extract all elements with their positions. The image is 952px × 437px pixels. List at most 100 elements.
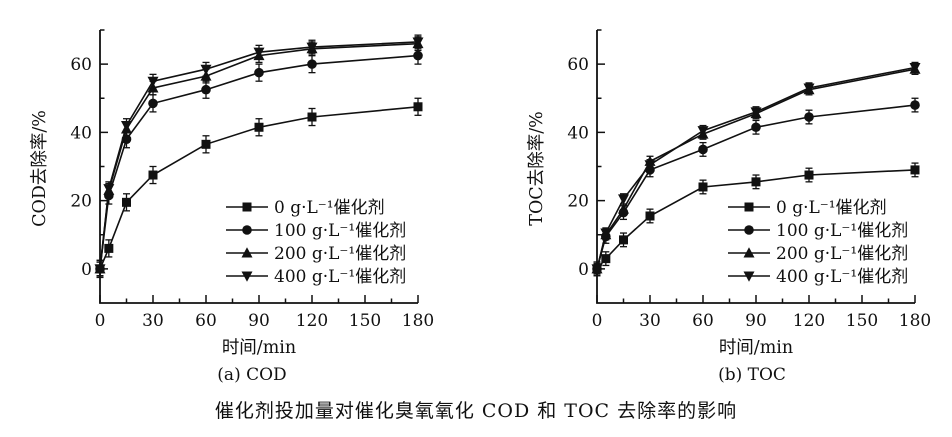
data-point-marker (804, 170, 814, 180)
data-point-marker (254, 122, 264, 132)
data-point-marker (412, 37, 424, 48)
panel-caption-cod: (a) COD (217, 365, 287, 385)
legend-marker (743, 271, 755, 282)
chart-panel-toc: 0 30 60 90 120 150 180 0 20 40 60 时间/min TOC去除率/% 0 g… (476, 0, 952, 390)
y-tick-label: 40 (70, 123, 92, 143)
data-point-marker (254, 67, 264, 78)
data-point-marker (147, 76, 159, 87)
x-tick-label: 60 (692, 311, 714, 331)
data-point-marker (201, 84, 211, 95)
legend: 0 g·L⁻¹催化剂 100 g·L⁻¹催化剂 200 g·L⁻¹催化剂 400 g·… (226, 198, 406, 287)
y-tick-label: 60 (70, 55, 92, 75)
data-point-marker (910, 165, 920, 175)
data-point-marker (253, 47, 265, 58)
data-point-marker (751, 122, 761, 133)
series-line (99, 106, 419, 270)
legend-label: 100 g·L⁻¹催化剂 (274, 221, 406, 241)
data-point-marker (751, 177, 761, 187)
data-point-marker (697, 126, 709, 137)
figure-title: 催化剂投加量对催化臭氧氧化 COD 和 TOC 去除率的影响 (214, 400, 738, 422)
x-tick-label: 150 (349, 311, 381, 331)
data-point-marker (750, 107, 762, 118)
x-axis-title: 时间/min (222, 338, 296, 358)
legend-label: 200 g·L⁻¹催化剂 (776, 244, 908, 264)
x-tick-label: 30 (639, 311, 661, 331)
data-point-marker (645, 211, 655, 221)
x-tick-label: 180 (899, 311, 931, 331)
chart-panel-cod: 0 30 60 90 120 150 180 0 20 40 60 时间/min COD去除率/% 0 g… (0, 0, 476, 390)
y-tick-label: 20 (567, 192, 589, 212)
data-point-marker (413, 102, 423, 112)
y-tick-label: 0 (81, 260, 92, 280)
series-circle (95, 46, 423, 279)
series-line (99, 41, 419, 269)
legend-marker (743, 247, 755, 258)
x-tick-label: 0 (592, 311, 603, 331)
legend-marker (241, 247, 253, 258)
x-tick-label: 30 (142, 311, 164, 331)
y-axis-title: TOC去除率/% (527, 111, 547, 225)
data-point-marker (121, 121, 132, 132)
y-tick-label: 20 (70, 192, 92, 212)
data-point-marker (201, 139, 211, 149)
legend-label: 400 g·L⁻¹催化剂 (274, 267, 406, 287)
figure: 0 30 60 90 120 150 180 0 20 40 60 时间/min COD去除率/% 0 g… (0, 0, 952, 422)
legend-marker (242, 202, 252, 212)
legend-label: 400 g·L⁻¹催化剂 (776, 267, 908, 287)
legend-label: 0 g·L⁻¹催化剂 (776, 198, 887, 218)
data-point-marker (804, 112, 814, 122)
data-point-marker (306, 42, 318, 53)
data-point-marker (644, 160, 656, 171)
legend-label: 0 g·L⁻¹催化剂 (274, 198, 385, 218)
y-tick-label: 40 (567, 123, 589, 143)
data-point-marker (148, 170, 158, 180)
data-point-marker (103, 184, 115, 195)
y-tick-label: 60 (567, 55, 589, 75)
data-point-marker (601, 254, 611, 264)
x-axis-title: 时间/min (719, 338, 793, 358)
data-point-marker (619, 235, 628, 245)
charts-row: 0 30 60 90 120 150 180 0 20 40 60 时间/min COD去除率/% 0 g… (0, 0, 952, 390)
data-point-marker (122, 197, 131, 207)
data-point-marker (618, 203, 629, 214)
data-point-marker (413, 50, 423, 61)
legend-marker (241, 271, 253, 282)
data-point-marker (307, 59, 317, 69)
y-tick-label: 0 (578, 260, 589, 280)
data-point-marker (200, 64, 212, 76)
data-point-marker (307, 112, 317, 122)
data-point-marker (910, 100, 920, 110)
x-tick-label: 0 (95, 311, 106, 331)
panel-caption-toc: (b) TOC (718, 365, 786, 385)
axis-ticks (99, 29, 419, 303)
x-tick-label: 90 (248, 311, 270, 331)
x-tick-label: 150 (846, 311, 878, 331)
legend-marker (744, 225, 754, 235)
data-point-marker (94, 264, 106, 275)
y-axis-title: COD去除率/% (30, 110, 50, 227)
x-tick-label: 180 (402, 311, 434, 331)
legend-label: 100 g·L⁻¹催化剂 (776, 221, 908, 241)
x-tick-label: 120 (793, 311, 825, 331)
x-tick-label: 90 (745, 311, 767, 331)
x-tick-label: 120 (296, 311, 328, 331)
series-triangle-down (94, 34, 424, 277)
legend-marker (242, 225, 252, 235)
legend-label: 200 g·L⁻¹催化剂 (274, 244, 406, 264)
legend: 0 g·L⁻¹催化剂 100 g·L⁻¹催化剂 200 g·L⁻¹催化剂 400 g·… (728, 198, 908, 287)
legend-marker (744, 202, 754, 212)
data-point-marker (591, 264, 603, 275)
data-point-marker (104, 243, 114, 253)
x-tick-label: 60 (195, 311, 217, 331)
axis-ticks (596, 29, 916, 303)
data-point-marker (803, 83, 815, 94)
series-triangle-up (591, 63, 921, 275)
data-point-marker (148, 98, 158, 109)
data-point-marker (698, 182, 708, 192)
data-point-marker (909, 63, 921, 74)
data-point-marker (600, 228, 612, 239)
